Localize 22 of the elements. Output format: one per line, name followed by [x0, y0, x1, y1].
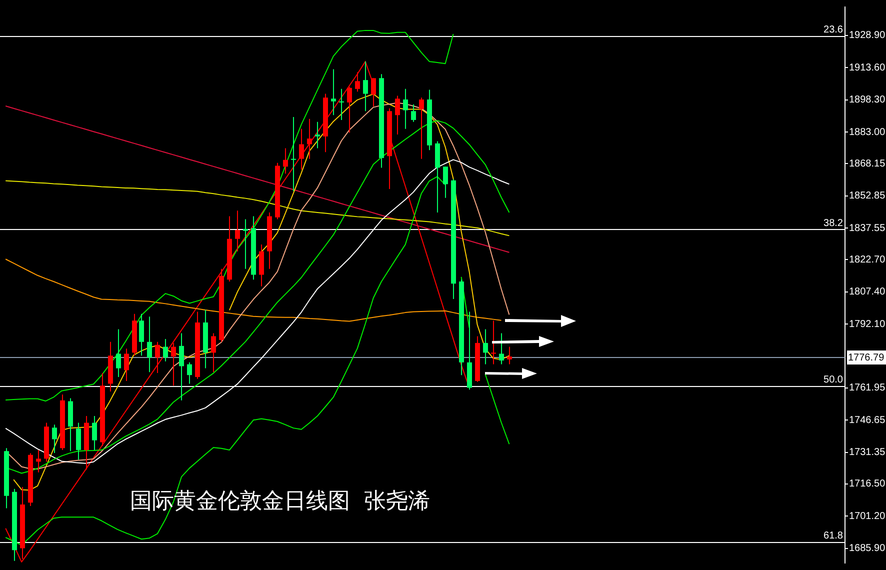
text: 国际黄金伦敦金日线图 张尧浠 [130, 488, 430, 516]
y-tick-label: 1868.15 [849, 158, 886, 170]
y-tick-label: 1731.35 [849, 447, 886, 458]
y-tick-label: 1746.65 [849, 414, 886, 426]
y-tick-label: 1898.30 [849, 94, 886, 106]
y-tick-label: 1792.10 [849, 318, 886, 330]
y-tick-label: 1685.90 [849, 543, 886, 554]
y-tick-label: 1701.20 [849, 510, 886, 522]
y-tick-label: 1716.50 [849, 478, 886, 490]
y-tick-label: 1913.60 [849, 62, 886, 74]
y-tick-label: 1822.70 [849, 254, 886, 266]
y-tick-label: 1852.85 [849, 190, 886, 202]
y-tick-label: 1883.00 [849, 126, 886, 138]
y-tick-label: 1761.95 [849, 382, 886, 394]
ref-line-label: 1776.79 [848, 352, 885, 364]
annotation: 23.6 [824, 24, 844, 36]
y-tick-label: 1928.90 [849, 30, 886, 42]
annotation: 50.0 [824, 374, 844, 386]
annotation: 61.8 [824, 530, 844, 542]
y-tick-label: 1837.55 [849, 222, 886, 234]
annotation: 38.2 [824, 218, 844, 230]
y-tick-label: 1807.40 [849, 286, 886, 298]
